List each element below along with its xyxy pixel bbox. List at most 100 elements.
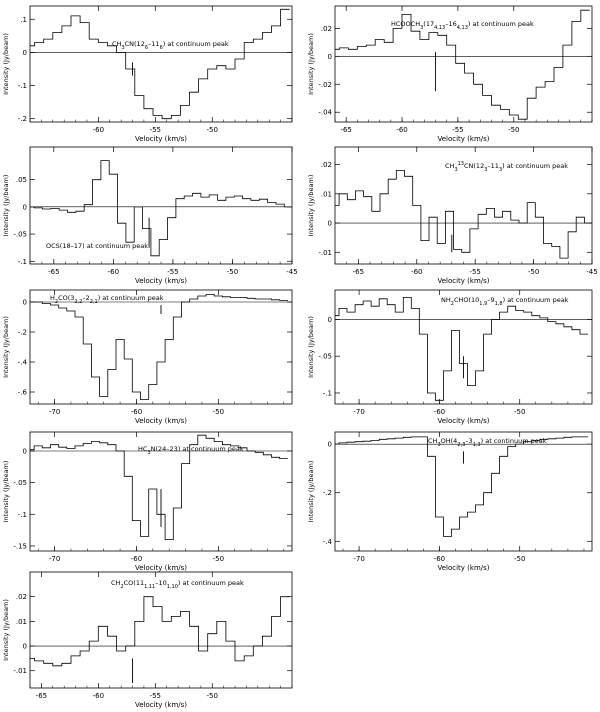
x-tick-label: -65 <box>353 268 364 276</box>
chart-panel-8: -70 -60 -50 -.4 -.2 0 Velocity (km/s) Intensity… <box>307 431 593 572</box>
chart-panel-9: -65 -60 -55 -50 -.01 0 .01 .02 Velocity (km/s) In… <box>2 571 293 709</box>
y-tick-label: .02 <box>16 593 27 601</box>
spectrum-series <box>30 294 288 400</box>
y-axis-label: Intensity (Jy/beam) <box>307 461 315 523</box>
y-tick-label: -.4 <box>323 538 333 546</box>
x-axis-label: Velocity (km/s) <box>437 564 489 572</box>
y-tick-label: 0 <box>328 316 332 324</box>
y-tick-label: 0 <box>23 447 27 455</box>
y-tick-label: -.05 <box>13 231 27 239</box>
x-tick-label: -70 <box>353 555 364 563</box>
x-tick-label: -60 <box>396 126 407 134</box>
x-tick-label: -50 <box>207 692 218 700</box>
spectrum-series <box>30 434 288 540</box>
x-axis-label: Velocity (km/s) <box>135 701 187 709</box>
x-tick-label: -50 <box>227 268 238 276</box>
x-axis-label: Velocity (km/s) <box>135 135 187 143</box>
y-tick-label: .01 <box>16 618 27 626</box>
spectrum-series <box>335 9 590 120</box>
x-tick-label: -70 <box>49 555 60 563</box>
y-tick-label: 0 <box>328 220 332 228</box>
x-tick-label: -60 <box>434 408 445 416</box>
x-tick-label: -60 <box>108 268 119 276</box>
x-tick-label: -60 <box>411 268 422 276</box>
x-tick-label: -55 <box>469 268 480 276</box>
panel-title: HC3N(24–23) at continuum peak <box>138 445 244 456</box>
plot-frame <box>29 571 293 689</box>
chart-panel-6: -70 -60 -50 -.1 -.05 0 Velocity (km/s) Intensit… <box>307 289 593 425</box>
panel-title: OCS(18–17) at continuum peak <box>46 242 148 250</box>
x-tick-label: -50 <box>508 126 519 134</box>
y-tick-label: -.4 <box>18 359 28 367</box>
chart-panel-1: -60 -55 -50 -.2 -.1 0 .1 Velocity (km/s) Intensi… <box>2 5 293 143</box>
plot-frame <box>29 289 293 405</box>
x-tick-label: -60 <box>93 126 104 134</box>
x-tick-label: -50 <box>528 268 539 276</box>
x-tick-label: -60 <box>131 555 142 563</box>
x-tick-label: -60 <box>131 408 142 416</box>
y-tick-label: 0 <box>328 441 332 449</box>
plot-frame <box>334 289 593 405</box>
chart-panel-3: -65 -60 -55 -50 -45 -.1 -.05 0 .05 Velocity (km/s… <box>2 146 298 285</box>
x-axis-label: Velocity (km/s) <box>135 417 187 425</box>
panel-title: NH2CHO(101,9–91,8) at continuum peak <box>441 296 569 307</box>
y-tick-label: .01 <box>321 190 332 198</box>
plot-frame <box>334 5 593 123</box>
y-axis-label: Intensity (Jy/beam) <box>2 599 10 661</box>
panel-title: CH3OH(42,3–31,3) at continuum peak <box>428 437 547 448</box>
y-tick-label: -.01 <box>13 667 27 675</box>
x-tick-label: -65 <box>36 692 47 700</box>
x-tick-label: -55 <box>167 268 178 276</box>
x-tick-label: -70 <box>353 408 364 416</box>
y-tick-label: 0 <box>23 203 27 211</box>
spectrum-series <box>30 160 292 257</box>
y-tick-label: -.15 <box>13 542 27 550</box>
x-tick-label: -50 <box>207 126 218 134</box>
y-tick-label: -.1 <box>18 258 27 266</box>
x-tick-label: -50 <box>514 555 525 563</box>
x-tick-label: -60 <box>434 555 445 563</box>
spectrum-series <box>335 297 588 401</box>
y-tick-label: -.05 <box>13 479 27 487</box>
panel-title: CH313CN(123–113) at continuum peak <box>445 161 568 173</box>
chart-panel-7: -70 -60 -50 -.15 -.1 -.05 0 Velocity (km/s) Inte… <box>2 431 293 572</box>
y-tick-label: 0 <box>328 53 332 61</box>
x-tick-label: -65 <box>340 126 351 134</box>
y-axis-label: Intensity (Jy/beam) <box>307 316 315 378</box>
y-tick-label: -.04 <box>318 109 332 117</box>
chart-panel-2: -65 -60 -55 -50 -.04 -.02 0 .02 Velocity (km/s) I… <box>307 5 593 143</box>
y-tick-label: -.2 <box>323 489 332 497</box>
panel-title: CH3CN(126–116) at continuum peak <box>112 40 229 51</box>
x-tick-label: -65 <box>48 268 59 276</box>
y-tick-label: 0 <box>23 49 27 57</box>
x-axis-label: Velocity (km/s) <box>437 135 489 143</box>
y-tick-label: .02 <box>321 161 332 169</box>
x-axis-label: Velocity (km/s) <box>135 277 187 285</box>
panel-title: H2CO(32,2–22,1) at continuum peak <box>50 294 164 305</box>
x-axis-label: Velocity (km/s) <box>437 417 489 425</box>
x-tick-label: -50 <box>213 408 224 416</box>
y-tick-label: .1 <box>20 16 27 24</box>
x-tick-label: -45 <box>586 268 597 276</box>
x-axis-label: Velocity (km/s) <box>437 277 489 285</box>
spectrum-series <box>335 170 592 259</box>
plot-frame <box>29 431 293 552</box>
x-axis-label: Velocity (km/s) <box>135 564 187 572</box>
y-axis-label: Intensity (Jy/beam) <box>307 33 315 95</box>
x-tick-label: -50 <box>213 555 224 563</box>
y-axis-label: Intensity (Jy/beam) <box>2 33 10 95</box>
x-tick-label: -70 <box>49 408 60 416</box>
y-axis-label: Intensity (Jy/beam) <box>2 461 10 523</box>
chart-panel-4: -65 -60 -55 -50 -45 -.01 0 .01 .02 Velocity (km/s… <box>307 146 598 285</box>
x-tick-label: -60 <box>93 692 104 700</box>
y-tick-label: 0 <box>23 643 27 651</box>
spectrum-series <box>30 596 290 667</box>
y-axis-label: Intensity (Jy/beam) <box>307 175 315 237</box>
y-tick-label: -.05 <box>318 353 332 361</box>
y-tick-label: .02 <box>321 25 332 33</box>
spectrum-series <box>30 8 290 120</box>
y-tick-label: .05 <box>16 176 27 184</box>
x-tick-label: -55 <box>150 692 161 700</box>
plot-frame <box>29 5 293 123</box>
